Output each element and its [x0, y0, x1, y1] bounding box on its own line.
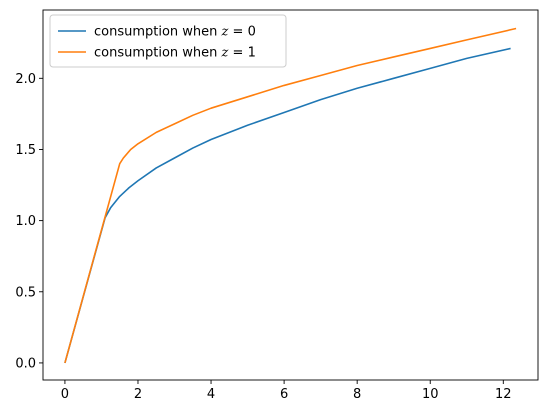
axes-layer: 0 2 4 6 8 10 12 0.0 0.5 1.0 1.5 2.0: [15, 9, 539, 402]
x-tick-label: 2: [134, 387, 142, 402]
series-line-1: [64, 27, 517, 364]
plot-area: [43, 10, 538, 380]
series-line-0: [64, 47, 511, 364]
y-tick-label: 1.5: [15, 143, 36, 158]
legend-label-prefix: consumption when: [94, 46, 222, 61]
y-tick-label: 0.0: [15, 356, 36, 371]
legend-label-math: z: [221, 46, 229, 61]
y-tick-label: 2.0: [15, 72, 36, 87]
x-tick-label: 0: [61, 387, 69, 402]
x-tick-label: 10: [422, 387, 439, 402]
legend-label-0: consumption when z = 0: [94, 25, 256, 40]
legend-label-math: z: [221, 25, 229, 40]
x-tick-label: 4: [207, 387, 215, 402]
legend-box: [49, 14, 287, 68]
legend-label-1: consumption when z = 1: [94, 46, 256, 61]
x-tick-label: 12: [495, 387, 512, 402]
axes-frame: [42, 9, 539, 381]
legend-label-suffix: = 0: [228, 25, 255, 40]
y-tick-label: 1.0: [15, 214, 36, 229]
plot-background: [43, 10, 538, 380]
x-tick-label: 6: [280, 387, 288, 402]
series-layer: [64, 27, 517, 364]
legend-label-suffix: = 1: [228, 46, 255, 61]
legend-label-prefix: consumption when: [94, 25, 222, 40]
y-tick-label: 0.5: [15, 285, 36, 300]
x-tick-label: 8: [353, 387, 361, 402]
